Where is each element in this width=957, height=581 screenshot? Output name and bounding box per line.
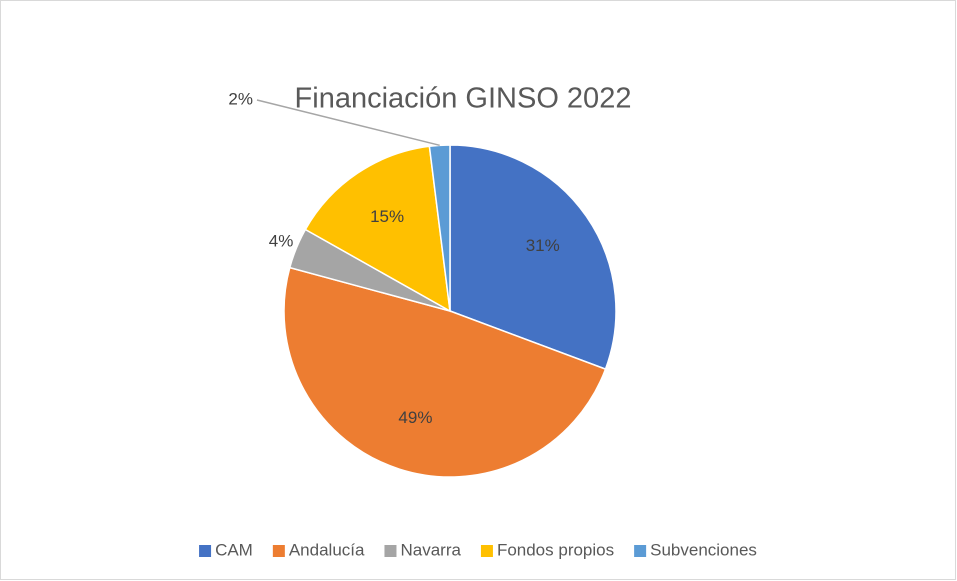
legend-swatch	[272, 545, 285, 557]
legend-swatch	[199, 545, 212, 557]
pie-slice	[304, 145, 451, 313]
legend-swatch	[634, 545, 647, 557]
legend-label: Navarra	[400, 540, 461, 559]
legend-swatch	[480, 545, 493, 557]
pie-slice	[283, 266, 607, 478]
leader-line	[256, 99, 440, 147]
data-label: 2%	[228, 89, 253, 108]
data-label: 49%	[398, 408, 432, 427]
legend-label: Andalucía	[289, 540, 365, 559]
pie-slice	[428, 144, 451, 312]
data-label: 15%	[370, 207, 404, 226]
data-label: 4%	[269, 231, 294, 250]
legend-swatch	[384, 545, 397, 557]
chart-title: Financiación GINSO 2022	[295, 83, 632, 115]
legend-label: Subvenciones	[650, 540, 757, 559]
data-label: 31%	[526, 236, 560, 255]
legend-label: Fondos propios	[497, 540, 614, 559]
legend-label: CAM	[215, 540, 253, 559]
pie-slice	[449, 144, 617, 371]
